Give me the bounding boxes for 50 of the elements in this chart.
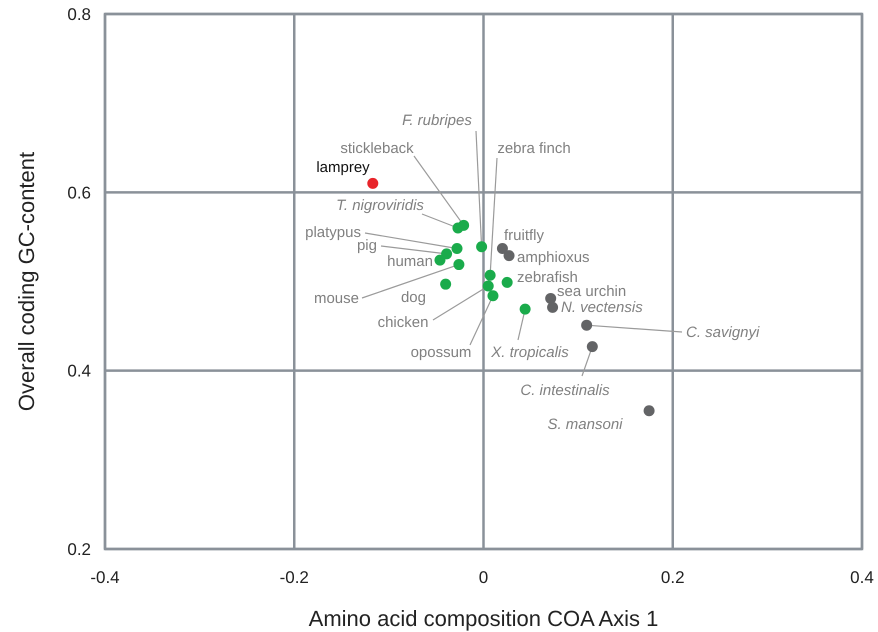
annotation: S. mansoni	[547, 416, 624, 433]
annotation: fruitfly	[504, 227, 545, 244]
point	[586, 341, 598, 352]
annotation: human	[387, 253, 433, 270]
y-axis-title: Overall coding GC-content	[14, 152, 39, 412]
annotation: dog	[400, 289, 426, 306]
annotation: zebrafish	[517, 269, 578, 286]
y-tick-label: 0.6	[67, 183, 91, 202]
annotation: X. tropicalis	[490, 344, 570, 361]
x-tick-label: 0.2	[660, 568, 685, 587]
annotation: amphioxus	[517, 249, 590, 266]
annotation: lamprey	[316, 159, 370, 176]
annotation: opossum	[410, 344, 472, 361]
y-tick-label: 0.4	[67, 362, 91, 381]
x-axis-title: Amino acid composition COA Axis 1	[308, 606, 658, 631]
point	[496, 243, 508, 254]
point	[520, 304, 531, 315]
point	[434, 254, 446, 266]
annotation: mouse	[314, 290, 359, 307]
point	[458, 220, 470, 231]
point	[476, 241, 488, 252]
annotation: chicken	[378, 314, 428, 331]
annotation: T. nigroviridis	[336, 197, 424, 214]
x-tick-label: 0	[478, 568, 488, 587]
x-tick-label: -0.4	[90, 568, 120, 587]
point	[367, 178, 378, 189]
point	[441, 248, 452, 260]
y-tick-label: 0.2	[67, 540, 91, 559]
point	[452, 243, 463, 254]
point	[581, 320, 592, 331]
annotation: F. rubripes	[402, 112, 472, 129]
point	[484, 270, 496, 281]
x-tick-label: -0.2	[280, 568, 309, 587]
x-tick-label: 0.4	[850, 568, 874, 587]
point	[440, 278, 452, 290]
annotation: N. vectensis	[561, 299, 644, 316]
point	[502, 276, 513, 288]
point	[482, 280, 494, 292]
y-tick-label: 0.8	[67, 5, 91, 24]
point	[504, 250, 515, 262]
point	[487, 290, 498, 302]
annotation: C. intestinalis	[520, 382, 610, 399]
annotation: C. savignyi	[686, 324, 760, 341]
annotation: stickleback	[340, 140, 414, 157]
point	[545, 292, 556, 304]
point	[547, 302, 558, 313]
annotation: zebra finch	[497, 140, 571, 157]
annotation: sea urchin	[557, 283, 626, 300]
point	[644, 405, 655, 416]
point	[453, 259, 464, 270]
